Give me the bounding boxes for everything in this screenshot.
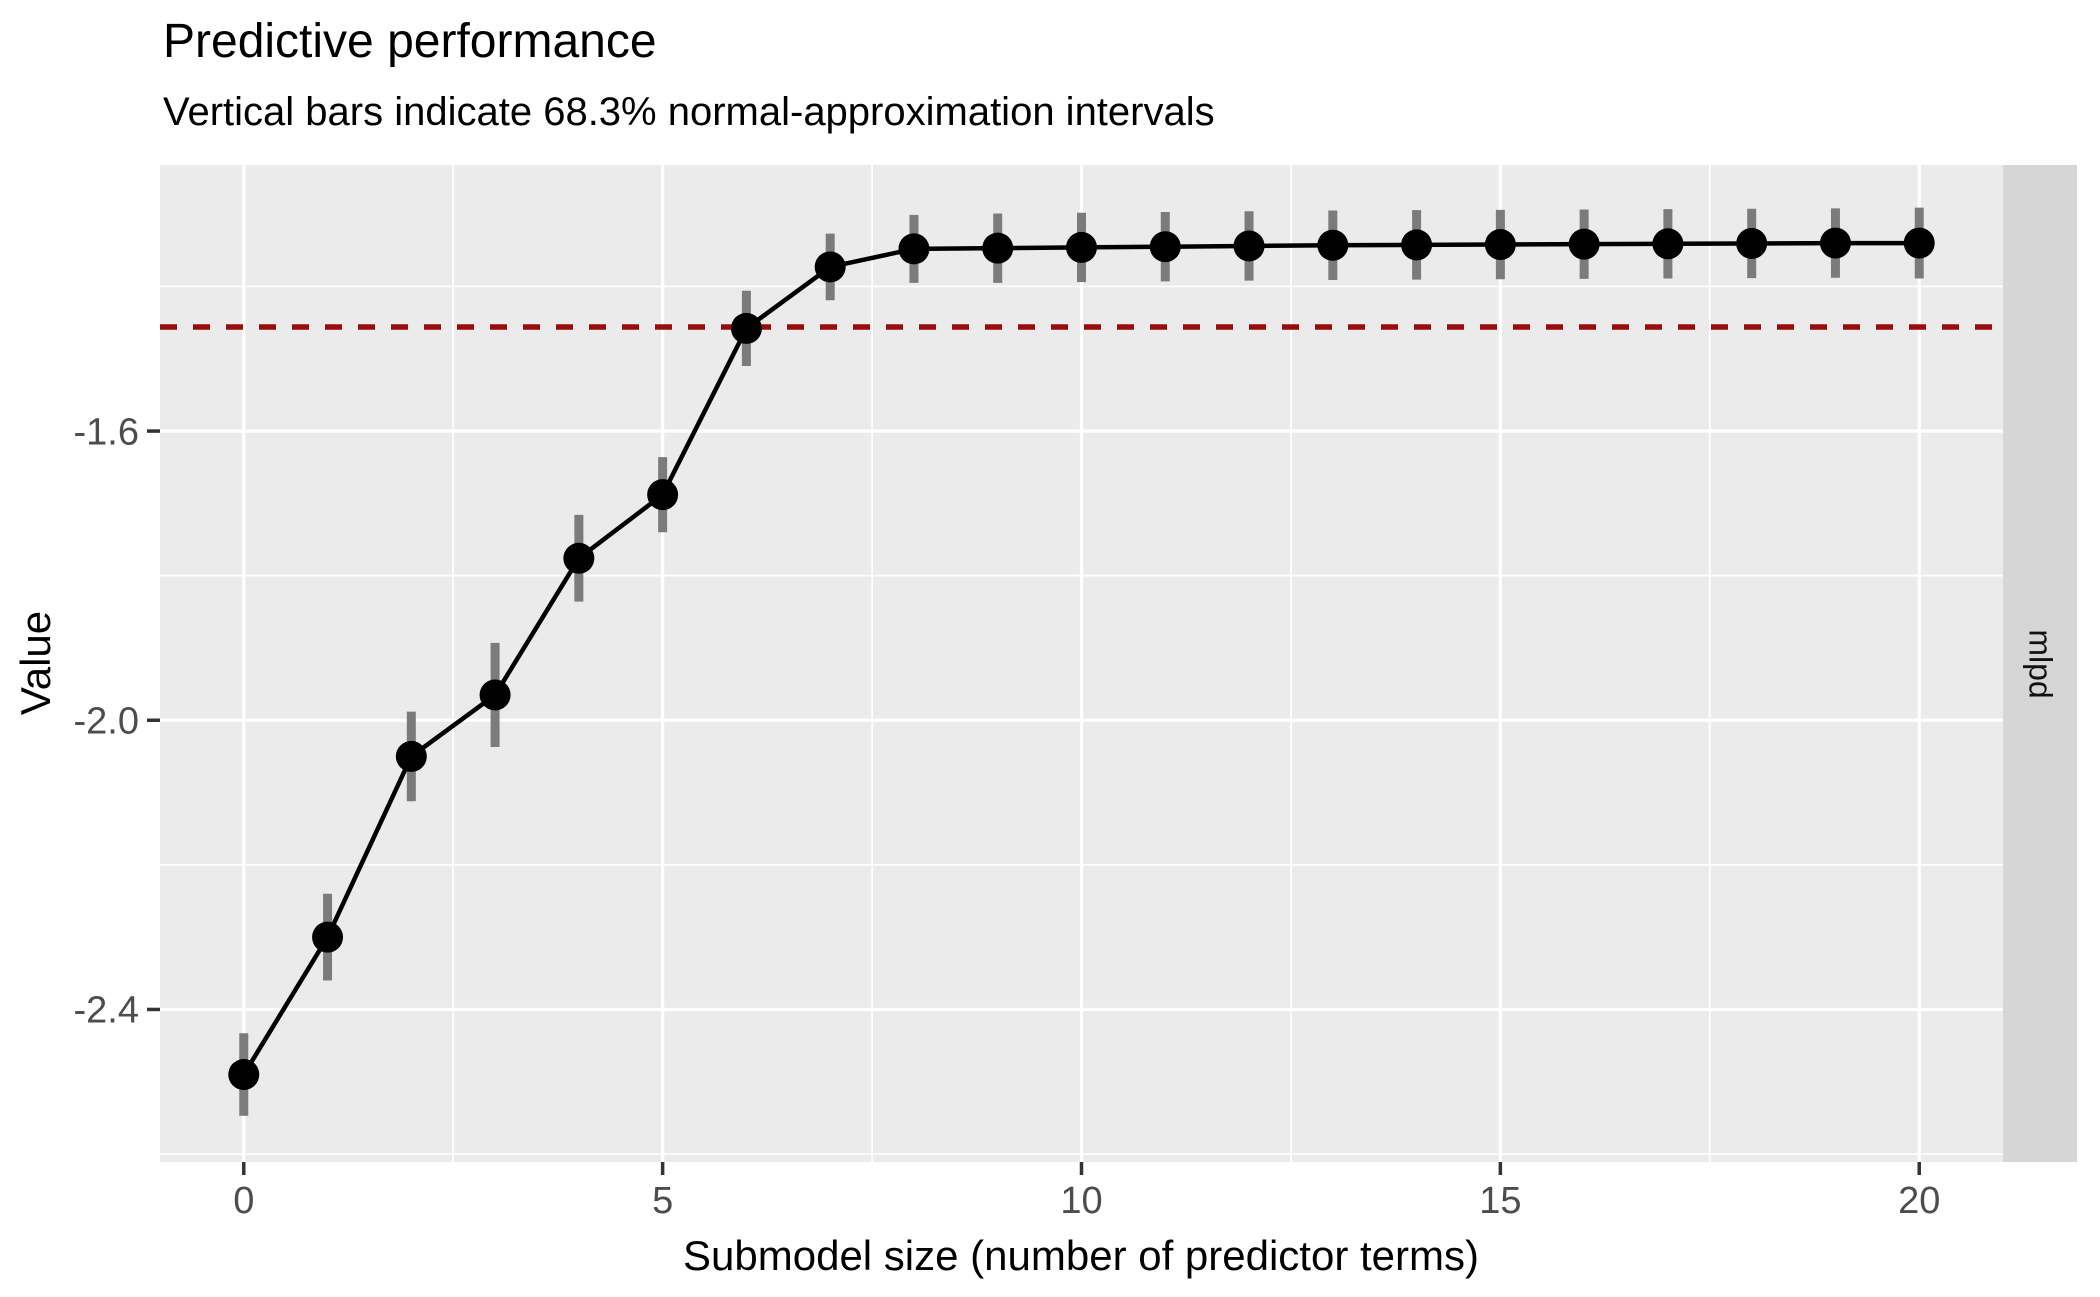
data-point [730, 312, 762, 344]
data-point [1149, 231, 1181, 263]
data-point [814, 251, 846, 283]
facet-strip: mlpd [2003, 165, 2077, 1162]
data-point [1484, 229, 1516, 261]
facet-strip-label: mlpd [2022, 628, 2059, 699]
x-tick-label: 10 [1060, 1180, 1102, 1222]
data-point [1317, 229, 1349, 261]
x-tick-label: 0 [233, 1180, 254, 1222]
y-axis-title: Value [12, 610, 59, 716]
data-point [1903, 227, 1935, 259]
data-point [1401, 229, 1433, 261]
data-point [647, 479, 679, 511]
data-point [898, 233, 930, 265]
data-point [395, 740, 427, 772]
x-tick-label: 15 [1479, 1180, 1521, 1222]
y-tick-label: -2.0 [74, 701, 139, 743]
data-point [1736, 227, 1768, 259]
x-tick-label: 20 [1898, 1180, 1940, 1222]
data-point [228, 1059, 260, 1091]
data-point [312, 921, 344, 953]
data-point [1233, 230, 1265, 262]
x-axis-title: Submodel size (number of predictor terms… [683, 1232, 1479, 1279]
plot-subtitle: Vertical bars indicate 68.3% normal-appr… [163, 90, 1215, 134]
data-point [1568, 228, 1600, 260]
data-point [1819, 227, 1851, 259]
data-point [479, 679, 511, 711]
x-tick-label: 5 [652, 1180, 673, 1222]
data-point [1652, 228, 1684, 260]
y-tick-label: -2.4 [74, 990, 139, 1032]
data-point [563, 542, 595, 574]
y-tick-label: -1.6 [74, 411, 139, 453]
data-point [1066, 231, 1097, 263]
plot-title: Predictive performance [163, 15, 657, 68]
data-point [982, 232, 1014, 264]
